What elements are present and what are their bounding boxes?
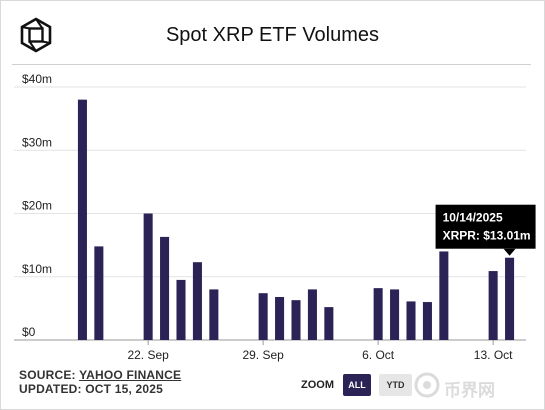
bar[interactable] bbox=[275, 296, 285, 340]
bar[interactable] bbox=[192, 262, 202, 340]
x-tick-label: 29. Sep bbox=[242, 348, 284, 362]
bar[interactable] bbox=[324, 307, 334, 340]
bar[interactable] bbox=[160, 236, 170, 340]
source-credit: SOURCE: YAHOO FINANCE bbox=[19, 368, 181, 382]
tooltip-date: 10/14/2025 bbox=[443, 211, 503, 225]
watermark: 币界网 bbox=[414, 372, 538, 400]
y-axis: $0 $10m $20m $30m $40m bbox=[22, 72, 52, 339]
zoom-label: ZOOM bbox=[301, 379, 334, 391]
chart-tooltip: 10/14/2025 XRPR: $13.01m bbox=[435, 204, 536, 256]
chart-title: Spot XRP ETF Volumes bbox=[165, 24, 380, 46]
header-divider bbox=[12, 64, 531, 65]
zoom-ytd-button[interactable]: YTD bbox=[379, 374, 412, 396]
y-tick-label: $40m bbox=[22, 72, 52, 86]
x-tick-label: 6. Oct bbox=[362, 348, 395, 362]
y-tick-label: $0 bbox=[22, 325, 36, 339]
bar[interactable] bbox=[291, 300, 301, 340]
bar[interactable] bbox=[77, 99, 87, 341]
watermark-text: 币界网 bbox=[444, 381, 495, 400]
y-tick-label: $10m bbox=[22, 262, 52, 276]
x-tick-label: 22. Sep bbox=[127, 348, 169, 362]
tooltip-value: XRPR: $13.01m bbox=[443, 229, 531, 243]
x-axis: 22. Sep 29. Sep 6. Oct 13. Oct bbox=[127, 340, 513, 362]
bar[interactable] bbox=[143, 213, 153, 341]
source-link[interactable]: YAHOO FINANCE bbox=[79, 368, 182, 382]
bar[interactable] bbox=[307, 289, 317, 340]
bar[interactable] bbox=[390, 289, 400, 340]
bar[interactable] bbox=[258, 293, 268, 340]
tooltip-pointer bbox=[503, 248, 516, 256]
tooltip-box bbox=[435, 204, 536, 249]
source-prefix: SOURCE: bbox=[19, 368, 80, 382]
zoom-all-button[interactable]: ALL bbox=[343, 374, 371, 396]
updated-date: UPDATED: OCT 15, 2025 bbox=[19, 382, 164, 396]
bar[interactable] bbox=[422, 302, 432, 340]
bar[interactable] bbox=[176, 279, 186, 340]
bar[interactable] bbox=[406, 301, 416, 340]
x-tick-label: 13. Oct bbox=[474, 348, 513, 362]
bar[interactable] bbox=[373, 288, 383, 340]
bar[interactable] bbox=[94, 246, 104, 340]
watermark-coin-icon bbox=[414, 372, 440, 398]
bar[interactable] bbox=[488, 271, 498, 340]
bar[interactable] bbox=[209, 289, 219, 340]
cube-logo-icon bbox=[20, 17, 52, 53]
y-tick-label: $30m bbox=[22, 135, 52, 149]
bar[interactable] bbox=[505, 257, 515, 340]
y-tick-label: $20m bbox=[22, 199, 52, 213]
bar-chart[interactable]: $0 $10m $20m $30m $40m 22. Sep 29. Sep 6. Oct 1… bbox=[0, 0, 545, 365]
bar-series bbox=[77, 99, 515, 341]
bar[interactable] bbox=[439, 251, 449, 340]
